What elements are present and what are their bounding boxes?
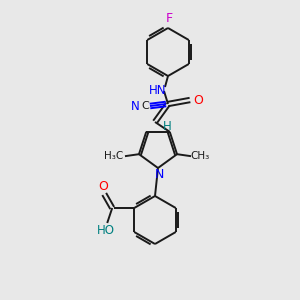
Text: O: O <box>98 181 108 194</box>
Text: HN: HN <box>149 83 167 97</box>
Text: F: F <box>165 13 172 26</box>
Text: O: O <box>193 94 203 106</box>
Text: N: N <box>130 100 140 112</box>
Text: CH₃: CH₃ <box>190 151 210 161</box>
Text: H: H <box>163 119 171 133</box>
Text: H₃C: H₃C <box>104 151 124 161</box>
Text: C: C <box>141 101 149 111</box>
Text: N: N <box>154 169 164 182</box>
Text: HO: HO <box>97 224 115 238</box>
